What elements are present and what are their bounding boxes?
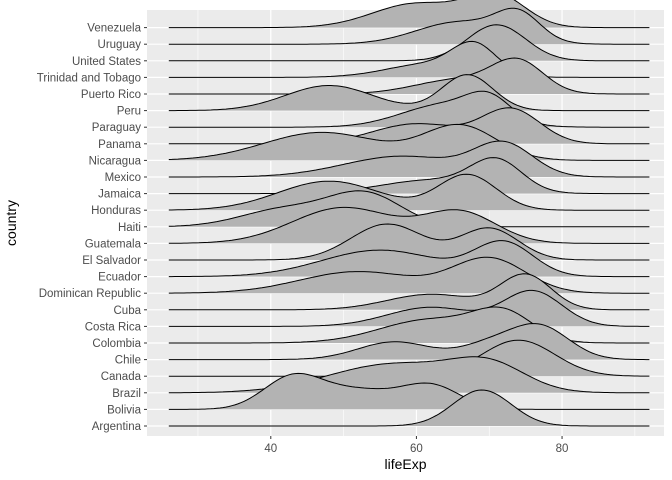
ridge-line	[168, 40, 650, 78]
ridge-nicaragua	[168, 123, 650, 161]
x-tick-label: 60	[410, 443, 423, 455]
ridge-fill	[168, 157, 650, 194]
ridge-line	[168, 223, 650, 261]
ridge-fill	[168, 58, 650, 94]
ridge-panama	[168, 107, 650, 145]
y-tick-label: Panama	[98, 139, 141, 151]
ridge-haiti	[168, 190, 650, 228]
y-tick-label: Peru	[117, 106, 141, 118]
ridge-fill	[168, 141, 650, 177]
ridge-line	[168, 7, 650, 45]
ridge-peru	[168, 74, 650, 112]
ridge-line	[168, 123, 650, 161]
ridge-fill	[168, 224, 650, 260]
ridge-fill	[168, 124, 650, 161]
ridge-fill	[168, 91, 650, 128]
ridge-line	[168, 173, 650, 211]
ridge-fill	[168, 356, 650, 393]
y-tick-label: Puerto Rico	[81, 89, 141, 101]
ridge-line	[168, 389, 650, 427]
ridge-fill	[168, 174, 650, 211]
ridge-line	[168, 107, 650, 145]
ridge-line	[168, 24, 650, 62]
ridge-line	[168, 57, 650, 95]
ridge-mexico	[168, 140, 650, 178]
ridge-ecuador	[168, 240, 650, 278]
x-tick-label: 80	[556, 443, 569, 455]
ridge-line	[168, 240, 650, 278]
ridge-fill	[168, 390, 650, 426]
ridge-fill	[168, 373, 650, 410]
ridge-el-salvador	[168, 223, 650, 261]
y-tick-label: Canada	[101, 371, 142, 383]
y-tick-label: Dominican Republic	[39, 288, 142, 300]
y-tick-label: Chile	[115, 355, 141, 367]
ridge-uruguay	[168, 7, 650, 45]
ridge-fill	[168, 41, 650, 78]
y-tick-label: Argentina	[92, 421, 142, 433]
y-axis-title: country	[3, 200, 19, 246]
x-tick-label: 40	[264, 443, 277, 455]
y-tick-label: Haiti	[118, 222, 141, 234]
ridge-brazil	[168, 356, 650, 394]
ridge-fill	[168, 74, 650, 111]
y-tick-label: El Salvador	[82, 255, 141, 267]
y-tick-label: Brazil	[112, 388, 141, 400]
ridge-costa-rica	[168, 289, 650, 327]
y-tick-label: Colombia	[92, 338, 141, 350]
x-axis-title: lifeExp	[384, 456, 426, 472]
ridge-fill	[168, 240, 650, 277]
y-tick-label: Mexico	[105, 172, 141, 184]
ridge-line	[168, 140, 650, 178]
y-tick-label: Bolivia	[107, 404, 141, 416]
ridge-line	[168, 256, 650, 294]
ridge-fill	[168, 107, 650, 144]
x-axis: 40 60 80	[264, 436, 568, 455]
y-axis: Argentina Bolivia Brazil Canada Chile Colombi…	[37, 23, 147, 433]
ridge-paraguay	[168, 90, 650, 128]
ridge-bolivia	[168, 372, 650, 410]
ridge-fill	[168, 8, 650, 45]
ridge-fill	[168, 207, 650, 244]
ridge-line	[168, 372, 650, 410]
y-tick-label: Uruguay	[98, 39, 142, 51]
ridge-line	[168, 90, 650, 128]
y-tick-label: Jamaica	[98, 189, 141, 201]
y-tick-label: United States	[72, 56, 141, 68]
ridge-fill	[168, 24, 650, 61]
ridge-line	[168, 289, 650, 327]
y-tick-label: Trinidad and Tobago	[37, 72, 141, 84]
y-tick-label: Paraguay	[92, 122, 141, 134]
ridge-jamaica	[168, 157, 650, 195]
y-tick-label: Nicaragua	[89, 155, 142, 167]
y-tick-label: Venezuela	[87, 23, 141, 35]
ridge-line	[168, 74, 650, 112]
ridge-guatemala	[168, 206, 650, 244]
y-tick-label: Ecuador	[98, 272, 141, 284]
ridge-line	[168, 190, 650, 228]
ridge-trinidad-and-tobago	[168, 40, 650, 78]
ridge-united-states	[168, 24, 650, 62]
ridge-line	[168, 356, 650, 394]
ridge-line	[168, 323, 650, 361]
ridge-line	[168, 157, 650, 195]
ridge-line	[168, 0, 650, 29]
ridge-argentina	[168, 389, 650, 427]
ridge-line	[168, 206, 650, 244]
y-tick-label: Guatemala	[85, 238, 142, 250]
ridge-puerto-rico	[168, 57, 650, 95]
ridge-line	[168, 273, 650, 311]
ridge-fill	[168, 290, 650, 327]
ridge-fill	[168, 190, 650, 227]
ridge-honduras	[168, 173, 650, 211]
y-tick-label: Honduras	[91, 205, 141, 217]
y-tick-label: Costa Rica	[85, 321, 142, 333]
ridges	[168, 0, 650, 427]
y-tick-label: Cuba	[114, 305, 142, 317]
ridge-fill	[168, 340, 650, 377]
